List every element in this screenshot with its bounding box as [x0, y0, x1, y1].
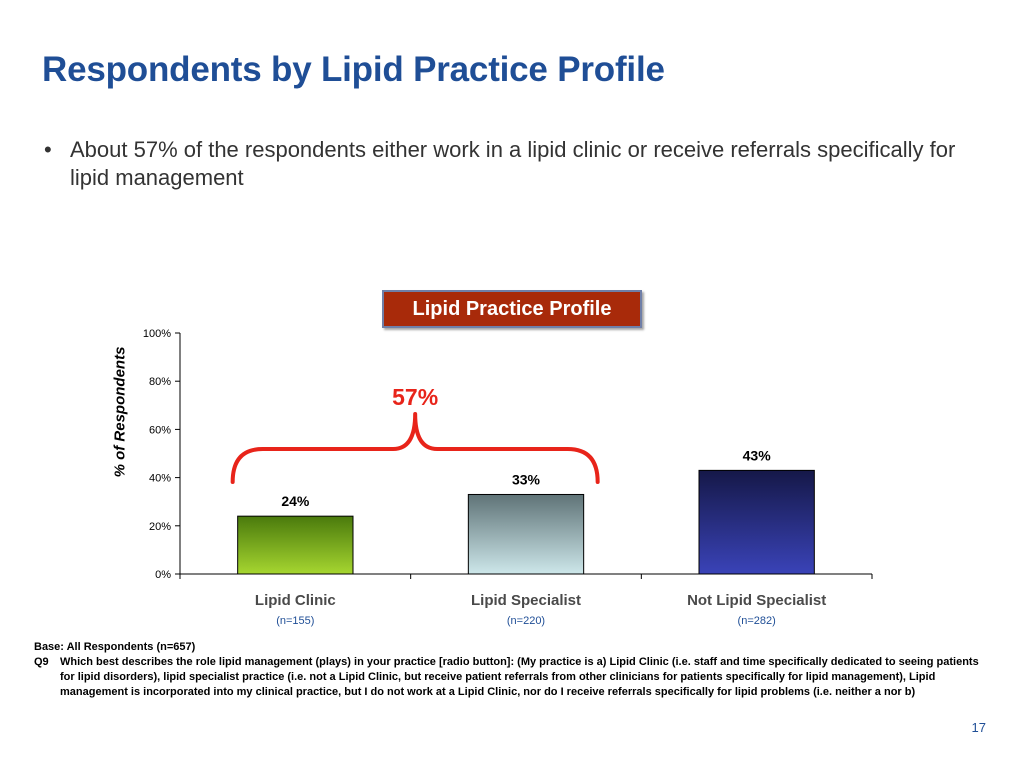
bar-2 [467, 493, 585, 575]
category-label: Lipid Clinic [255, 592, 336, 609]
question-text: Which best describes the role lipid mana… [60, 656, 979, 698]
page-number: 17 [971, 720, 986, 735]
category-label: Lipid Specialist [471, 592, 581, 609]
y-tick-label: 60% [149, 424, 171, 436]
bullet-point: • About 57% of the respondents either wo… [44, 136, 974, 192]
bar-chart: 0% 20% 40% 60% 80% 100% 24% Lipid Clinic (n=155… [143, 328, 873, 627]
bullet-dot: • [44, 137, 52, 162]
chart-title-text: Lipid Practice Profile [412, 297, 612, 320]
sample-size-label: (n=282) [738, 615, 776, 627]
sample-size-label: (n=220) [507, 615, 545, 627]
question-id: Q9 [34, 656, 49, 668]
y-tick-label: 0% [155, 569, 171, 581]
base-note: Base: All Respondents (n=657) [34, 641, 196, 653]
footnote: Base: All Respondents (n=657) Q9 Which b… [34, 640, 984, 700]
y-tick-label: 40% [149, 473, 171, 485]
y-tick-label: 80% [149, 376, 171, 388]
y-tick-label: 100% [143, 328, 171, 340]
annotation-label: 57% [392, 384, 438, 410]
bar-1 [237, 515, 354, 575]
annotation-brace [230, 412, 600, 484]
data-label: 43% [743, 447, 772, 463]
data-label: 24% [281, 493, 310, 509]
slide-title: Respondents by Lipid Practice Profile [42, 50, 665, 89]
data-label: 33% [512, 471, 541, 487]
sample-size-label: (n=155) [276, 615, 314, 627]
category-label: Not Lipid Specialist [687, 592, 826, 609]
bullet-text: About 57% of the respondents either work… [70, 137, 956, 190]
chart-title: Lipid Practice Profile [382, 290, 642, 328]
bar-3 [698, 469, 815, 575]
y-tick-label: 20% [149, 521, 171, 533]
